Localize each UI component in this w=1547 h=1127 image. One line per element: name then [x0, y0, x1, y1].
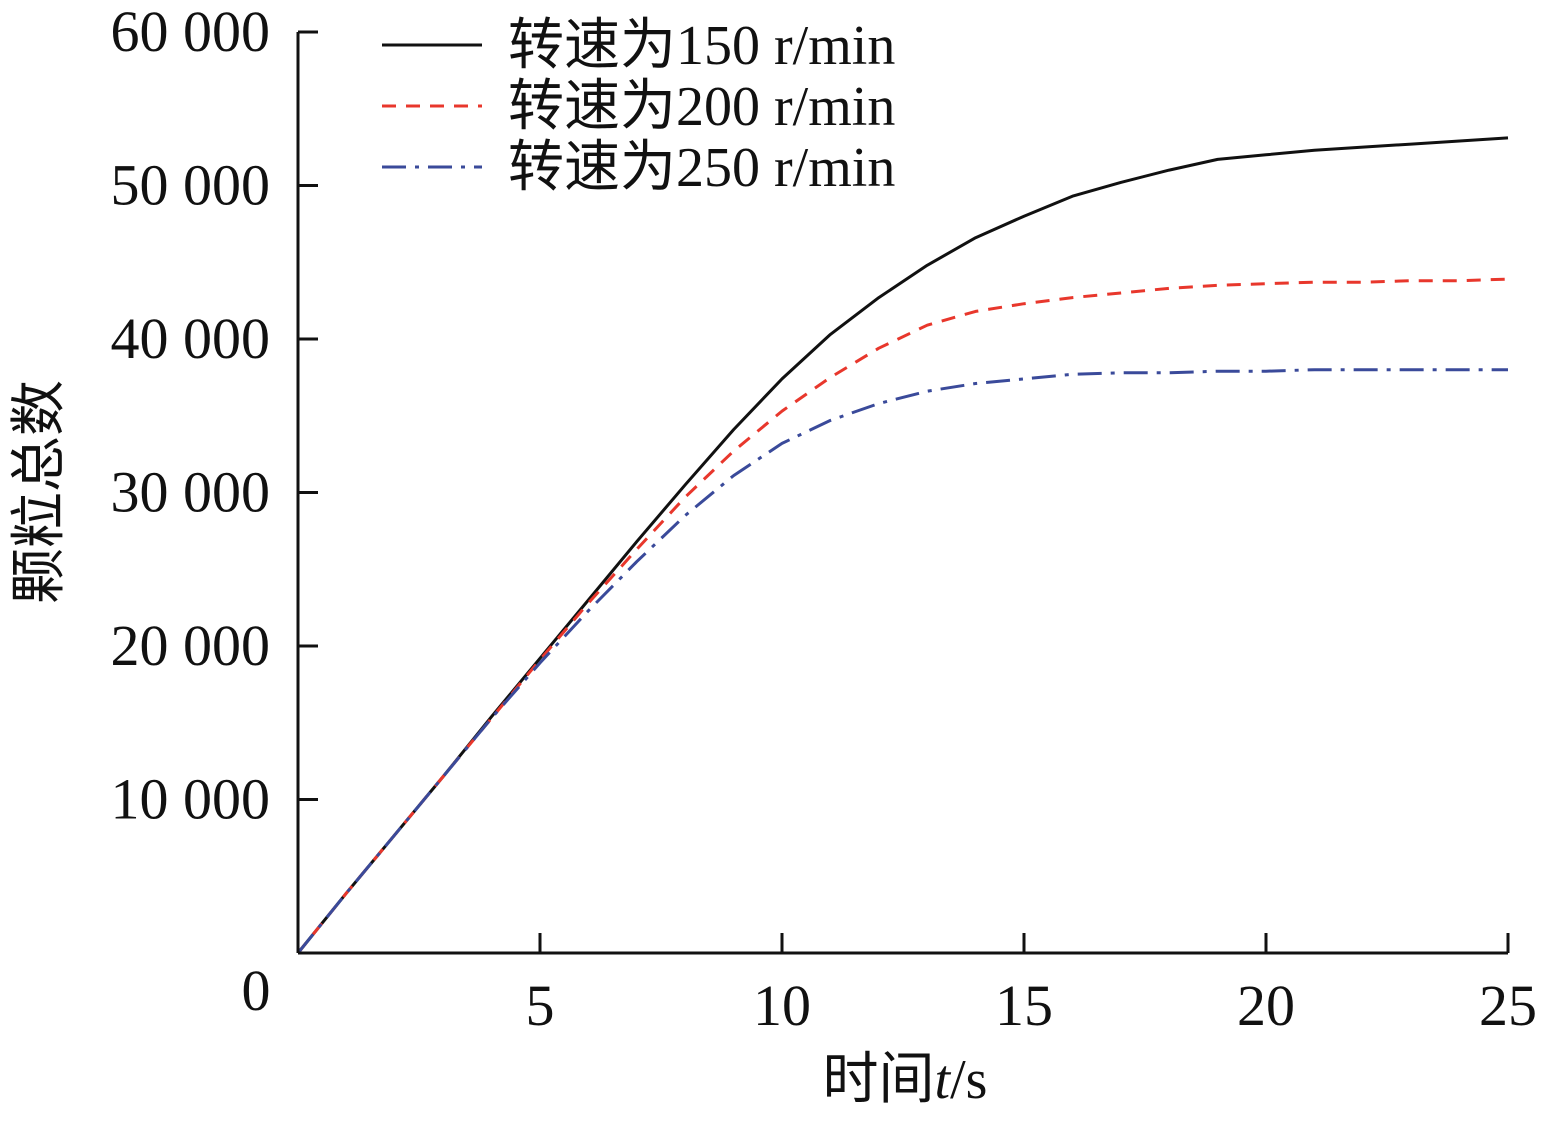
- x-tick-label: 5: [526, 973, 555, 1038]
- y-tick-label: 30 000: [111, 460, 271, 525]
- y-tick-label: 20 000: [111, 613, 271, 678]
- x-axis-title: 时间t/s: [823, 1049, 988, 1111]
- series-line: [296, 277, 1509, 954]
- x-tick-label: 20: [1237, 973, 1295, 1038]
- ticks-layer: 10 000 20 000 30 000 40 000 50 000 60 000 5 10 1…: [111, 0, 1538, 1038]
- legend-label: 转速为250 r/min: [508, 137, 895, 199]
- x-axis-title-unit: /s: [950, 1049, 987, 1111]
- series-line: [296, 368, 1508, 954]
- axes-layer: [296, 32, 1508, 955]
- y-tick-label: 10 000: [111, 767, 271, 832]
- origin-label: 0: [242, 958, 271, 1023]
- x-tick-label: 10: [753, 973, 811, 1038]
- legend-label: 转速为150 r/min: [508, 15, 895, 77]
- series-layer: [296, 136, 1509, 954]
- y-axis-title: 颗粒总数: [9, 380, 71, 604]
- x-axis-title-text: 时间: [823, 1049, 935, 1111]
- series-line: [296, 136, 1509, 954]
- legend-label: 转速为200 r/min: [508, 76, 895, 138]
- y-tick-label: 40 000: [111, 306, 271, 371]
- x-axis-title-variable: t: [935, 1049, 952, 1111]
- x-tick-label: 15: [995, 973, 1053, 1038]
- y-tick-label: 60 000: [111, 0, 271, 64]
- y-tick-label: 50 000: [111, 153, 271, 218]
- x-tick-label: 25: [1479, 973, 1537, 1038]
